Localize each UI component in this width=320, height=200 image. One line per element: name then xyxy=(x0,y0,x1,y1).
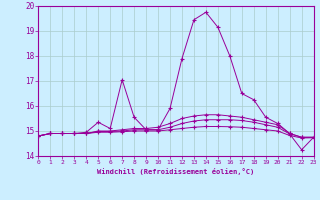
X-axis label: Windchill (Refroidissement éolien,°C): Windchill (Refroidissement éolien,°C) xyxy=(97,168,255,175)
